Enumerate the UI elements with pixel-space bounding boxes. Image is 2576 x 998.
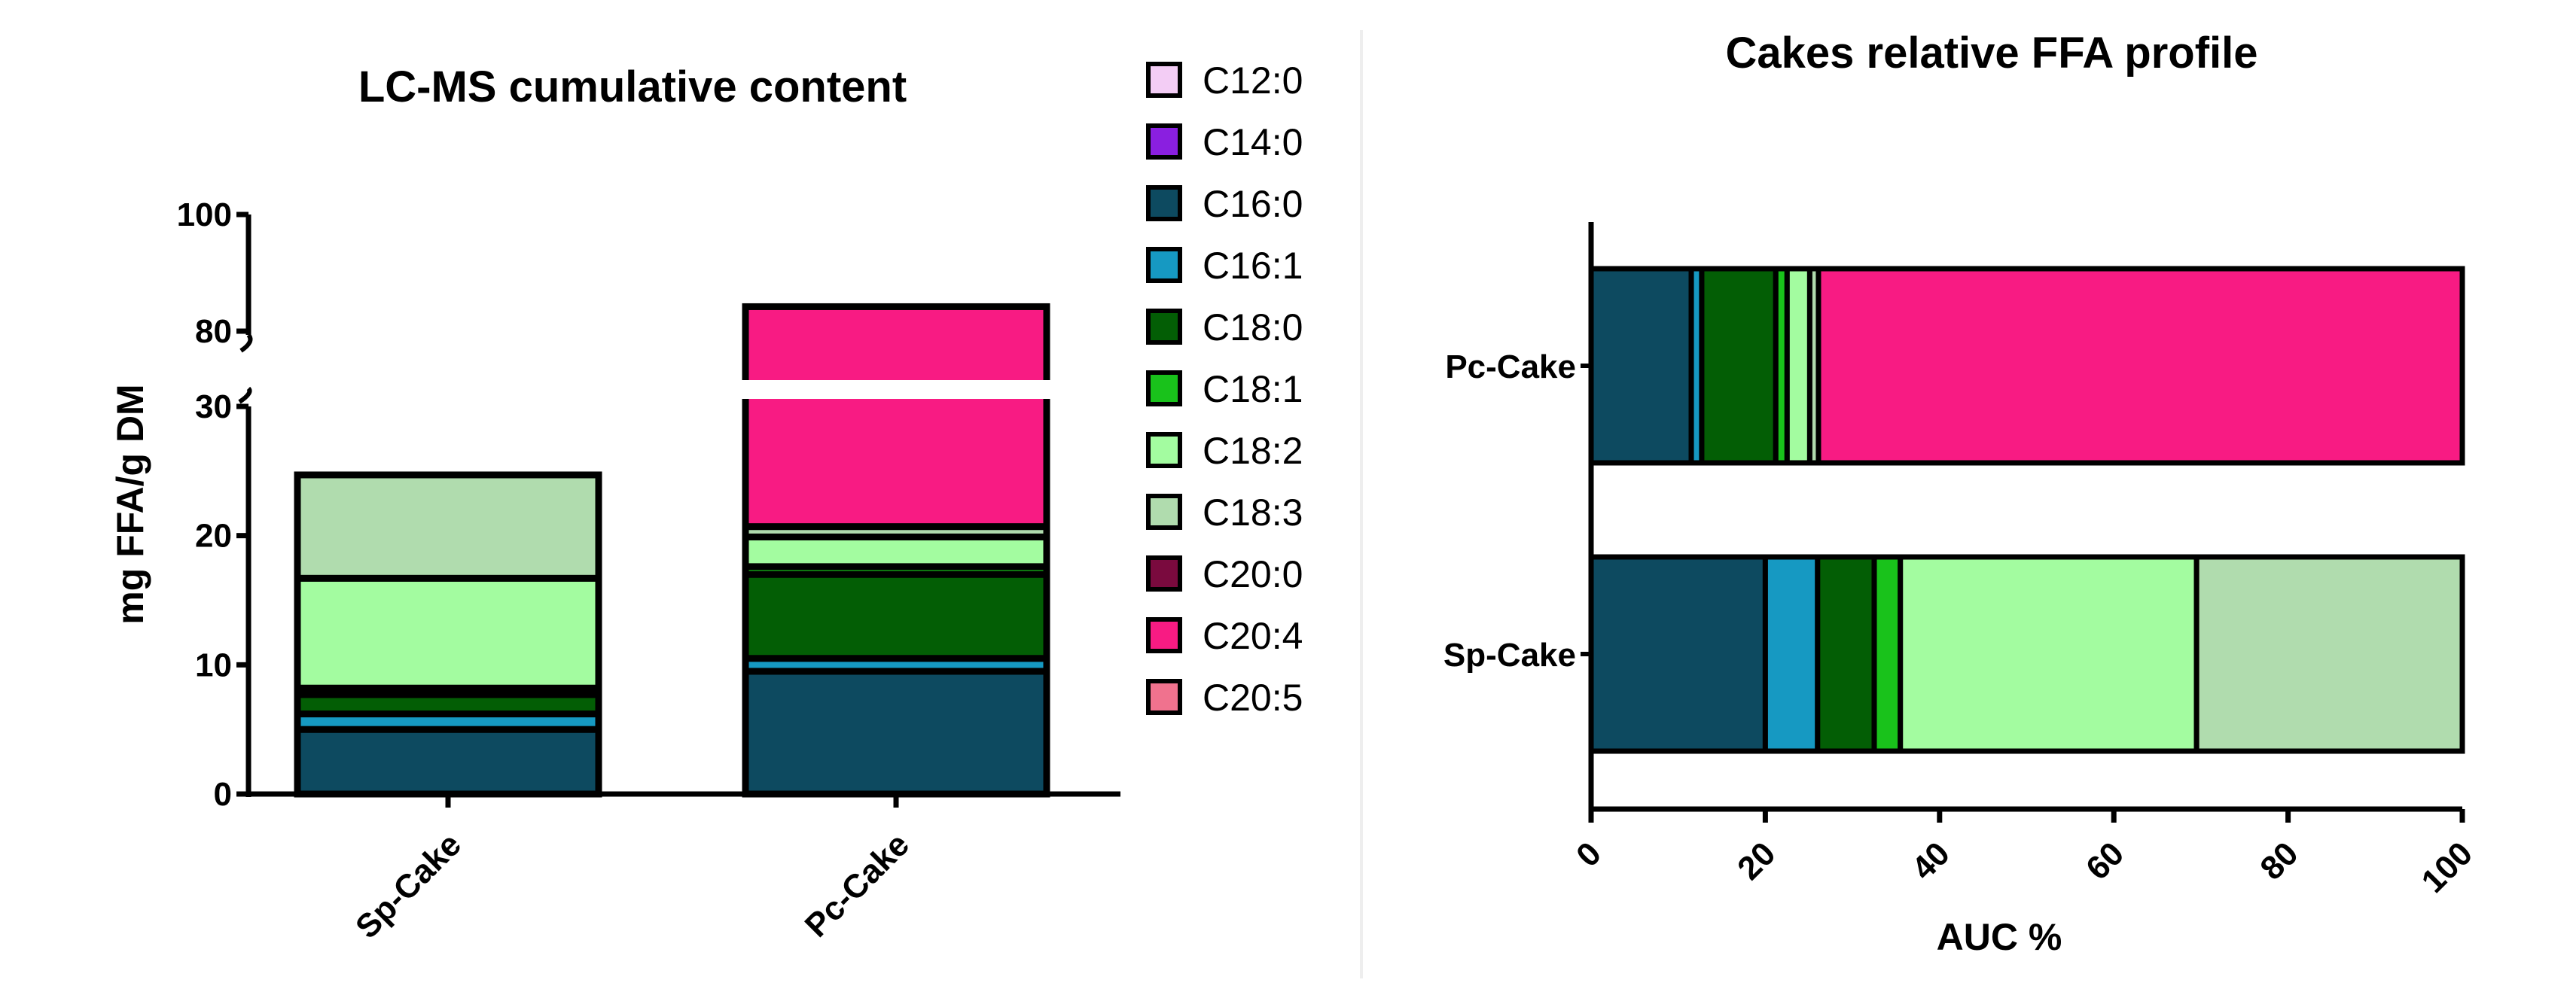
y-tick-label-100: 100 [177, 196, 232, 233]
hbar-sp-cake-c18-1 [1871, 554, 1904, 754]
legend-swatch-c18-3 [1146, 494, 1182, 530]
legend-label-c16-0: C16:0 [1203, 183, 1303, 225]
x-tick-label-pc-cake: Pc-Cake [798, 826, 916, 944]
hbar-sp-cake-c18-0 [1815, 554, 1877, 754]
bar-pc-cake-c20-4 [742, 303, 1050, 531]
y-tick-label-pc-cake: Pc-Cake [1445, 348, 1576, 385]
right-chart-panel: Cakes relative FFA profile Pc-Cake Sp-Cak… [1443, 29, 2480, 958]
y-tick-label-20: 20 [195, 518, 232, 555]
legend: C12:0 C14:0 C16:0 C16:1 C18:0 C18:1 C18:2 C18:3… [1146, 59, 1303, 719]
x-tick-label-40: 40 [1905, 835, 1957, 887]
legend-label-c18-1: C18:1 [1203, 368, 1303, 410]
right-chart-bars [1588, 266, 2465, 754]
legend-label-c12-0: C12:0 [1203, 59, 1303, 102]
x-tick-label-20: 20 [1730, 835, 1782, 887]
y-tick-label-10: 10 [195, 647, 232, 683]
legend-swatch-c16-1 [1146, 247, 1182, 283]
bar-pc-cake-c18-0 [742, 571, 1050, 662]
right-chart-title: Cakes relative FFA profile [1725, 29, 2257, 78]
left-chart-bars [294, 303, 1069, 798]
legend-swatch-c20-4 [1146, 617, 1182, 653]
x-tick-label-80: 80 [2253, 835, 2305, 887]
legend-swatch-c16-0 [1146, 185, 1182, 221]
legend-swatch-c18-1 [1146, 370, 1182, 406]
legend-swatch-c18-0 [1146, 309, 1182, 345]
bar-sp-cake-c16-0 [294, 726, 602, 798]
hbar-pc-cake-c16-0 [1588, 266, 1694, 466]
y-tick-label-30: 30 [195, 388, 232, 425]
hbar-pc-cake-c18-2 [1784, 266, 1812, 466]
hbar-pc-cake-c18-0 [1699, 266, 1779, 466]
left-chart-title: LC-MS cumulative content [358, 62, 907, 111]
legend-label-c18-2: C18:2 [1203, 430, 1303, 472]
y-tick-label-sp-cake: Sp-Cake [1443, 637, 1576, 674]
left-chart-panel: LC-MS cumulative content mg FFA/g DM 0 10… [109, 59, 1303, 946]
bar-pc-cake-c18-2 [742, 533, 1050, 571]
legend-label-c14-0: C14:0 [1203, 121, 1303, 163]
axis-break-mark-upper [239, 333, 253, 353]
hbar-sp-cake-c16-1 [1762, 554, 1821, 754]
hbar-sp-cake-c16-0 [1588, 554, 1768, 754]
legend-swatch-c20-0 [1146, 555, 1182, 592]
bar-pc-cake-c16-0 [742, 668, 1050, 798]
legend-label-c20-4: C20:4 [1203, 615, 1303, 657]
x-tick-label-60: 60 [2079, 835, 2131, 887]
hbar-pc-cake-c20-4 [1815, 266, 2465, 466]
legend-swatch-c20-5 [1146, 679, 1182, 715]
legend-label-c16-1: C16:1 [1203, 245, 1303, 287]
legend-swatch-c12-0 [1146, 62, 1182, 98]
hbar-sp-cake-c18-2 [1898, 554, 2200, 754]
y-tick-label-80: 80 [195, 313, 232, 350]
bar-sp-cake-c18-3 [294, 471, 602, 582]
left-chart-y-axis: 0 10 20 30 80 100 [177, 196, 253, 813]
right-chart-x-axis-label: AUC % [1937, 916, 2062, 958]
y-tick-label-0: 0 [214, 776, 232, 813]
axis-break-mark-lower [238, 386, 252, 404]
legend-swatch-c18-2 [1146, 432, 1182, 468]
legend-swatch-c14-0 [1146, 123, 1182, 160]
legend-label-c20-5: C20:5 [1203, 677, 1303, 719]
legend-label-c18-0: C18:0 [1203, 306, 1303, 348]
legend-label-c20-0: C20:0 [1203, 553, 1303, 595]
legend-label-c18-3: C18:3 [1203, 491, 1303, 534]
left-chart-x-axis: Sp-Cake Pc-Cake [248, 791, 1120, 946]
x-tick-label-sp-cake: Sp-Cake [349, 826, 468, 945]
left-chart-y-axis-label: mg FFA/g DM [109, 384, 151, 624]
bar-sp-cake-c18-2 [294, 574, 602, 692]
axis-break-band [723, 380, 1069, 399]
x-tick-label-100: 100 [2415, 835, 2480, 900]
x-tick-label-0: 0 [1569, 835, 1608, 874]
hbar-sp-cake-c18-3 [2193, 554, 2465, 754]
